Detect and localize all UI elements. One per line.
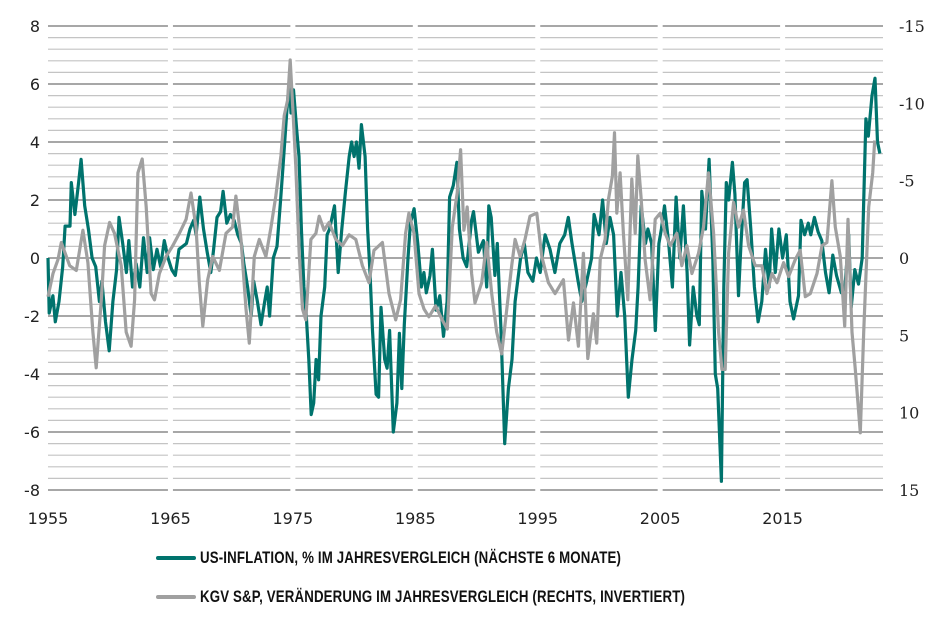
- pe-change-line: [46, 58, 877, 435]
- x-tick-label: 2005: [640, 509, 681, 528]
- legend-item-inflation: US-INFLATION, % IM JAHRESVERGLEICH (NÄCH…: [156, 548, 740, 568]
- y2-tick-label: 0: [899, 249, 909, 268]
- gridlines: [48, 25, 883, 491]
- y-tick-label: -4: [24, 365, 40, 384]
- right-axis-ticks: -15 -10 -5 0 5 10 15: [899, 17, 925, 500]
- decade-gap: [167, 24, 173, 492]
- y-tick-label: 2: [30, 191, 40, 210]
- legend-item-pe-ratio: KGV S&P, VERÄNDERUNG IM JAHRESVERGLEICH …: [156, 587, 822, 607]
- x-tick-label: 1985: [395, 509, 436, 528]
- y-tick-label: 0: [30, 249, 40, 268]
- legend-swatch-teal: [156, 556, 196, 560]
- y-tick-label: -8: [24, 481, 40, 500]
- inflation-line: [46, 76, 882, 483]
- legend-label: KGV S&P, VERÄNDERUNG IM JAHRESVERGLEICH …: [200, 587, 686, 606]
- y2-tick-label: -10: [899, 94, 925, 113]
- y2-tick-label: 5: [899, 326, 909, 345]
- x-tick-label: 1975: [273, 509, 314, 528]
- x-tick-label: 2015: [762, 509, 803, 528]
- y-tick-label: -2: [24, 307, 40, 326]
- x-tick-label: 1995: [517, 509, 558, 528]
- decade-gap: [290, 24, 296, 492]
- decade-gap: [657, 24, 663, 492]
- y-tick-label: 8: [30, 17, 40, 36]
- legend-label: US-INFLATION, % IM JAHRESVERGLEICH (NÄCH…: [200, 548, 622, 567]
- left-axis-ticks: 8 6 4 2 0 -2 -4 -6 -8: [24, 17, 40, 500]
- x-tick-label: 1965: [150, 509, 191, 528]
- y-tick-label: -6: [24, 423, 40, 442]
- y2-tick-label: 10: [899, 404, 919, 423]
- x-axis-ticks: 1955 1965 1975 1985 1995 2005 2015: [28, 509, 803, 528]
- y-tick-label: 6: [30, 75, 40, 94]
- legend-swatch-gray: [156, 595, 196, 599]
- y2-tick-label: -15: [899, 17, 925, 36]
- x-tick-label: 1955: [28, 509, 69, 528]
- y2-tick-label: -5: [899, 172, 915, 191]
- series-lines: [46, 58, 882, 483]
- y-tick-label: 4: [30, 133, 40, 152]
- y2-tick-label: 15: [899, 481, 919, 500]
